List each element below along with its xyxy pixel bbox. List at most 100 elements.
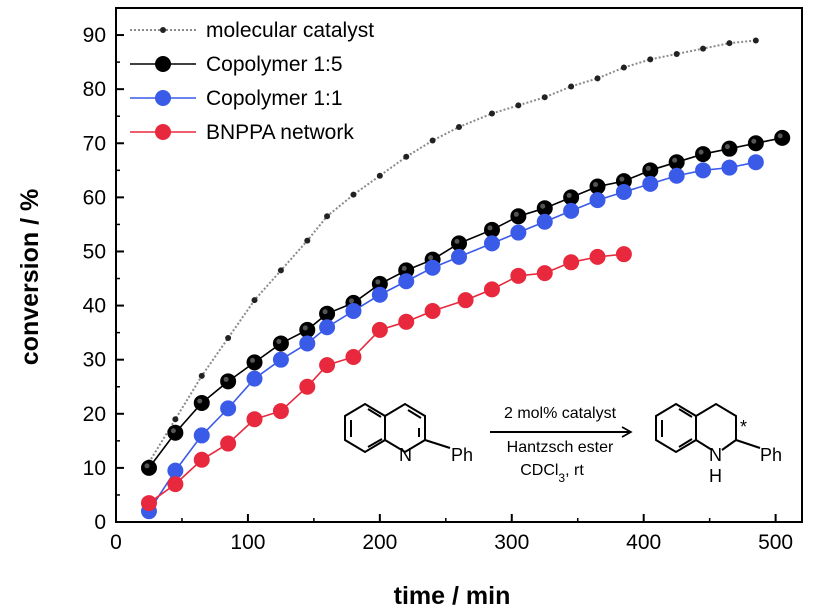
- data-point: [483, 235, 500, 252]
- data-point-highlight: [276, 338, 282, 344]
- legend-label: molecular catalyst: [206, 19, 374, 42]
- reactant-n-label: N: [399, 445, 412, 465]
- data-point: [695, 146, 712, 163]
- data-point-highlight: [170, 428, 176, 434]
- data-point: [774, 129, 791, 146]
- reagent-line-2: Hantzsch ester: [507, 439, 614, 456]
- data-point-highlight: [566, 192, 572, 198]
- data-point: [225, 335, 232, 342]
- data-point: [371, 286, 388, 303]
- data-point: [167, 476, 184, 493]
- data-point: [272, 351, 289, 368]
- x-tick-label: 200: [362, 531, 397, 554]
- data-point-highlight: [223, 376, 229, 382]
- y-tick-label: 10: [83, 457, 106, 480]
- data-point-highlight: [698, 149, 704, 155]
- x-tick-label: 400: [626, 531, 661, 554]
- data-point: [536, 265, 553, 282]
- data-point: [246, 354, 263, 371]
- data-point: [220, 435, 237, 452]
- data-point: [721, 140, 738, 157]
- data-point-highlight: [322, 309, 328, 315]
- data-point-highlight: [540, 203, 546, 209]
- data-point-highlight: [144, 463, 150, 469]
- data-point: [272, 335, 289, 352]
- data-point: [457, 292, 474, 309]
- x-tick-label: 0: [110, 531, 122, 554]
- data-point: [198, 372, 205, 379]
- data-point: [536, 200, 553, 217]
- stereocenter-star: *: [740, 417, 747, 437]
- data-point: [563, 254, 580, 271]
- data-point: [140, 459, 157, 476]
- data-point: [403, 153, 410, 160]
- data-point: [345, 348, 362, 365]
- data-point: [299, 335, 316, 352]
- data-point: [193, 451, 210, 468]
- data-point: [424, 302, 441, 319]
- reagent-cdcl: CDCl: [520, 462, 558, 479]
- reaction-arrowhead: [621, 426, 633, 438]
- data-point: [563, 202, 580, 219]
- data-point: [541, 94, 548, 101]
- legend: molecular catalyst Copolymer 1:5 Copolymer…: [130, 19, 374, 144]
- y-tick-label: 0: [94, 511, 106, 534]
- data-point: [299, 321, 316, 338]
- product-h-label: H: [709, 466, 722, 486]
- data-point: [304, 237, 311, 244]
- legend-marker: [160, 27, 166, 33]
- legend-marker: [155, 124, 171, 140]
- data-point: [700, 45, 707, 52]
- data-point: [589, 178, 606, 195]
- legend-label: Copolymer 1:5: [206, 53, 343, 76]
- legend-entry: molecular catalyst: [130, 19, 374, 42]
- reagent-line-3: CDCl3, rt: [520, 462, 584, 485]
- data-point: [451, 248, 467, 265]
- data-point-highlight: [375, 279, 381, 285]
- data-point-highlight: [513, 211, 519, 217]
- data-point-highlight: [777, 133, 783, 139]
- series-layer: [140, 37, 791, 520]
- series-line: [148, 39, 756, 464]
- data-point: [429, 137, 436, 144]
- product-n-label: N: [709, 445, 722, 465]
- data-point: [483, 221, 500, 238]
- data-point: [319, 357, 336, 374]
- data-point: [193, 427, 210, 444]
- data-point-highlight: [751, 138, 757, 144]
- data-point-highlight: [672, 157, 678, 163]
- data-point-highlight: [401, 265, 407, 271]
- y-tick-label: 50: [83, 240, 106, 263]
- data-point-highlight: [302, 325, 308, 331]
- legend-entry: BNPPA network: [130, 121, 354, 144]
- data-point: [563, 189, 580, 206]
- legend-entry: Copolymer 1:5: [130, 53, 343, 76]
- data-point: [721, 159, 738, 176]
- data-point: [376, 172, 383, 179]
- data-point-highlight: [593, 182, 599, 188]
- data-point: [642, 175, 659, 192]
- data-point: [319, 319, 336, 336]
- data-point: [193, 394, 210, 411]
- reaction-scheme: N Ph 2 mol% catalyst Hantzsch ester CDCl…: [344, 402, 782, 486]
- data-point: [371, 321, 388, 338]
- data-point: [615, 183, 632, 200]
- series-copolymer-1-1: [140, 154, 764, 520]
- data-point-highlight: [197, 398, 203, 404]
- y-tick-label: 40: [83, 295, 106, 318]
- y-tick-label: 30: [83, 349, 106, 372]
- data-point: [220, 400, 237, 417]
- y-tick-label: 70: [83, 132, 106, 155]
- legend-label: Copolymer 1:1: [206, 87, 343, 110]
- x-tick-label: 500: [758, 531, 793, 554]
- legend-entry: Copolymer 1:1: [130, 87, 343, 110]
- reagent-rt: , rt: [565, 462, 584, 479]
- data-point: [647, 56, 654, 63]
- data-point-highlight: [724, 144, 730, 150]
- y-tick-label: 60: [83, 186, 106, 209]
- data-point-highlight: [487, 225, 493, 231]
- data-point-highlight: [454, 238, 460, 244]
- reagent-line-1: 2 mol% catalyst: [504, 405, 617, 422]
- data-point: [488, 110, 495, 117]
